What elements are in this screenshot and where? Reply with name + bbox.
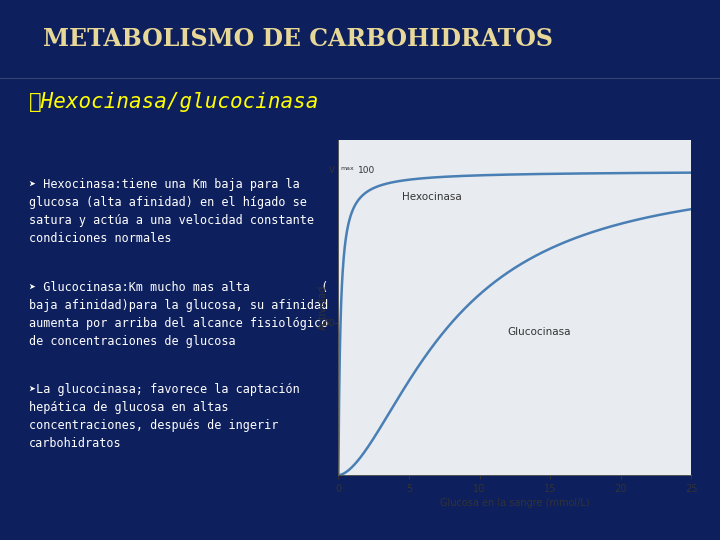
Text: METABOLISMO DE CARBOHIDRATOS: METABOLISMO DE CARBOHIDRATOS <box>43 27 553 51</box>
Y-axis label: Actividad: Actividad <box>318 285 328 330</box>
X-axis label: Glucosa en la sangre (mmol/L): Glucosa en la sangre (mmol/L) <box>440 498 590 508</box>
Text: ➤Hexocinasa/glucocinasa: ➤Hexocinasa/glucocinasa <box>29 92 319 112</box>
Text: max: max <box>340 166 354 171</box>
Text: 50: 50 <box>323 319 335 328</box>
Text: ➤ Hexocinasa:tiene una Km baja para la
glucosa (alta afinidad) en el hígado se
s: ➤ Hexocinasa:tiene una Km baja para la g… <box>29 178 314 245</box>
Text: V: V <box>329 166 335 176</box>
Text: Glucocinasa: Glucocinasa <box>508 327 571 337</box>
Text: ➤La glucocinasa; favorece la captación
hepática de glucosa en altas
concentracio: ➤La glucocinasa; favorece la captación h… <box>29 383 300 450</box>
Text: 100: 100 <box>358 166 375 176</box>
Text: Hexocinasa: Hexocinasa <box>402 192 462 202</box>
Text: ➤ Glucocinasa:Km mucho mas alta          (
baja afinidad)para la glucosa, su afi: ➤ Glucocinasa:Km mucho mas alta ( baja a… <box>29 281 328 348</box>
